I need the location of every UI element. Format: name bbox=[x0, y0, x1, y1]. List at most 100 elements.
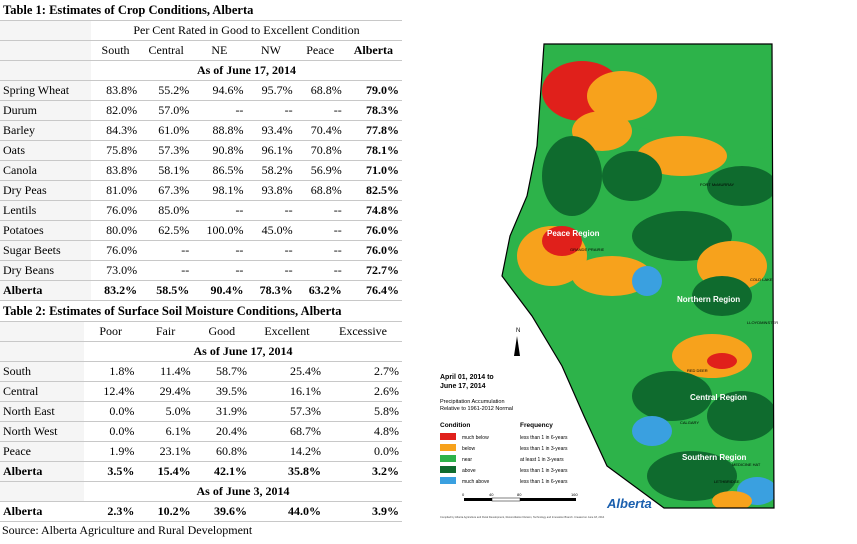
cell: 29.4% bbox=[137, 381, 194, 402]
cell: 14.2% bbox=[249, 441, 325, 462]
scale-label: 40 bbox=[489, 492, 494, 497]
table1-title: Table 1: Estimates of Crop Conditions, A… bbox=[0, 0, 402, 21]
cell: 82.0% bbox=[90, 100, 141, 121]
row-label: Alberta bbox=[0, 461, 84, 482]
legend-label: much above bbox=[462, 479, 489, 485]
cell: 88.8% bbox=[192, 120, 247, 141]
legend-swatch bbox=[440, 444, 456, 451]
cell: 74.8% bbox=[344, 200, 402, 221]
cell: 58.7% bbox=[193, 361, 250, 382]
table-row: Alberta 2.3% 10.2% 39.6% 44.0% 3.9% bbox=[0, 501, 402, 522]
cell: 39.6% bbox=[193, 501, 250, 522]
cell: -- bbox=[295, 100, 345, 121]
table2-header-row: Poor Fair Good Excellent Excessive bbox=[0, 321, 402, 342]
row-label: Sugar Beets bbox=[0, 240, 91, 261]
cell: 79.0% bbox=[344, 80, 402, 101]
table-row: Canola 83.8% 58.1% 86.5% 58.2% 56.9% 71.0% bbox=[0, 160, 402, 181]
row-label: Alberta bbox=[0, 501, 84, 522]
cell: 57.3% bbox=[140, 140, 193, 161]
cell: 83.2% bbox=[90, 280, 141, 301]
cell: 1.8% bbox=[84, 361, 138, 382]
cell: -- bbox=[192, 240, 247, 261]
col-header: Excellent bbox=[249, 321, 325, 342]
legend-label: below bbox=[462, 446, 475, 452]
cell: 94.6% bbox=[192, 80, 247, 101]
cell: 15.4% bbox=[137, 461, 194, 482]
cell: -- bbox=[295, 200, 345, 221]
cell: -- bbox=[192, 260, 247, 281]
cell: 95.7% bbox=[246, 80, 296, 101]
cell: 31.9% bbox=[193, 401, 250, 422]
legend-label: much below bbox=[462, 435, 489, 441]
cell: 76.0% bbox=[90, 200, 141, 221]
row-label: South bbox=[0, 361, 84, 382]
cell: 78.3% bbox=[246, 280, 296, 301]
col-header: Alberta bbox=[344, 40, 402, 61]
cell: 12.4% bbox=[84, 381, 138, 402]
cell: 23.1% bbox=[137, 441, 194, 462]
row-label: Peace bbox=[0, 441, 84, 462]
town-label: FORT McMURRAY bbox=[700, 182, 735, 187]
cell: 78.1% bbox=[344, 140, 402, 161]
legend-label: above bbox=[462, 468, 476, 474]
map-date-line1: April 01, 2014 to bbox=[440, 374, 494, 381]
cell: 68.7% bbox=[249, 421, 325, 442]
cell: 93.8% bbox=[246, 180, 296, 201]
cell: 93.4% bbox=[246, 120, 296, 141]
cell: -- bbox=[140, 260, 193, 281]
cell: -- bbox=[140, 240, 193, 261]
table2-title: Table 2: Estimates of Surface Soil Moist… bbox=[0, 301, 402, 322]
table1-as-of: As of June 17, 2014 bbox=[90, 60, 402, 81]
alberta-logo: Alberta bbox=[606, 496, 652, 511]
row-label: Alberta bbox=[0, 280, 91, 301]
cell: 80.0% bbox=[90, 220, 141, 241]
table-row: Dry Peas 81.0% 67.3% 98.1% 93.8% 68.8% 82.5% bbox=[0, 180, 402, 201]
map-date-line2: June 17, 2014 bbox=[440, 383, 486, 390]
cell: 62.5% bbox=[140, 220, 193, 241]
map-fill bbox=[502, 44, 774, 508]
town-label: GRANDE PRAIRIE bbox=[570, 247, 605, 252]
cell: 5.0% bbox=[137, 401, 194, 422]
cell: 90.8% bbox=[192, 140, 247, 161]
table-row: Central 12.4% 29.4% 39.5% 16.1% 2.6% bbox=[0, 381, 402, 402]
table-row: Potatoes 80.0% 62.5% 100.0% 45.0% -- 76.0% bbox=[0, 220, 402, 241]
cell: -- bbox=[295, 240, 345, 261]
table-row-total: Alberta 3.5% 15.4% 42.1% 35.8% 3.2% bbox=[0, 461, 402, 482]
row-label: Central bbox=[0, 381, 84, 402]
cell: 70.8% bbox=[295, 140, 345, 161]
town-label: RED DEER bbox=[687, 368, 708, 373]
region-label: Central Region bbox=[690, 393, 747, 402]
cell: 68.8% bbox=[295, 180, 345, 201]
region-label: Northern Region bbox=[677, 295, 740, 304]
cell: 55.2% bbox=[140, 80, 193, 101]
legend-swatch bbox=[440, 466, 456, 473]
row-label: Dry Beans bbox=[0, 260, 91, 281]
cell: -- bbox=[246, 240, 296, 261]
legend-frequency: less than 1 in 3-years bbox=[520, 446, 568, 452]
row-label: Potatoes bbox=[0, 220, 91, 241]
table-row: Barley 84.3% 61.0% 88.8% 93.4% 70.4% 77.8% bbox=[0, 120, 402, 141]
col-header: Good bbox=[193, 321, 250, 342]
row-label: Barley bbox=[0, 120, 91, 141]
town-label: CALGARY bbox=[680, 420, 699, 425]
cell: 77.8% bbox=[344, 120, 402, 141]
table-row: Peace 1.9% 23.1% 60.8% 14.2% 0.0% bbox=[0, 441, 402, 462]
cell: 57.3% bbox=[249, 401, 325, 422]
col-header: Central bbox=[140, 40, 193, 61]
col-header: Excessive bbox=[324, 321, 402, 342]
table-row: Lentils 76.0% 85.0% -- -- -- 74.8% bbox=[0, 200, 402, 221]
cell: 0.0% bbox=[324, 441, 402, 462]
table-row: Dry Beans 73.0% -- -- -- -- 72.7% bbox=[0, 260, 402, 281]
cell: 81.0% bbox=[90, 180, 141, 201]
cell: 75.8% bbox=[90, 140, 141, 161]
legend-frequency: at least 1 in 3-years bbox=[520, 457, 564, 463]
cell: 44.0% bbox=[249, 501, 325, 522]
cell: 0.0% bbox=[84, 421, 138, 442]
town-label: LETHBRIDGE bbox=[714, 479, 740, 484]
cell: -- bbox=[192, 100, 247, 121]
row-label: Durum bbox=[0, 100, 91, 121]
map-legend: much below less than 1 in 6-years below les… bbox=[440, 433, 568, 485]
cell: 2.3% bbox=[84, 501, 138, 522]
cell: 56.9% bbox=[295, 160, 345, 181]
col-header: Peace bbox=[295, 40, 345, 61]
